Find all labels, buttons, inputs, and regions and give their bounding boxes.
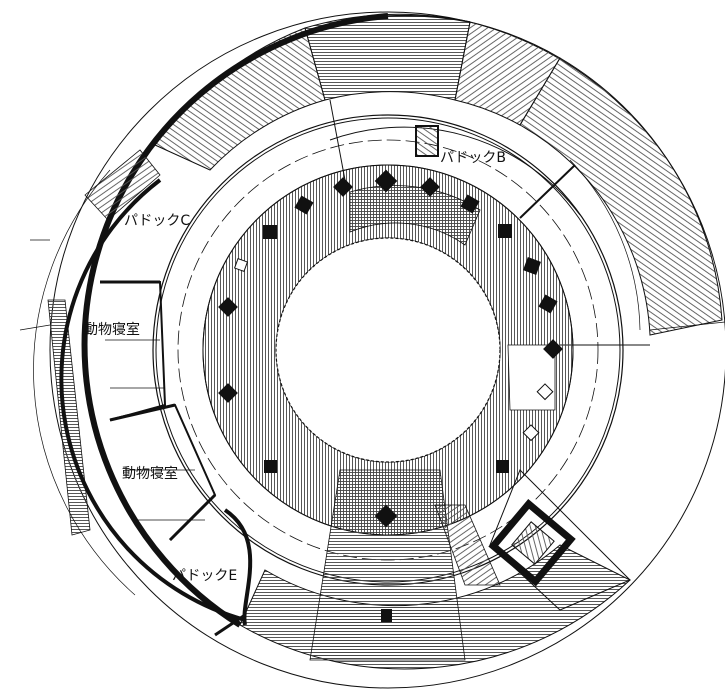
column: [523, 257, 541, 275]
inner-floor-south: [309, 469, 466, 661]
outer-wall-north: [387, 14, 471, 23]
column: [498, 224, 512, 238]
label-animal-room-upper: 動物寝室: [84, 321, 140, 338]
fence-lines: [19, 159, 725, 596]
elevator-core: [434, 469, 631, 611]
column: [264, 460, 277, 473]
column: [218, 383, 238, 403]
open-columns: [233, 257, 554, 442]
column: [374, 504, 398, 528]
column: [381, 609, 392, 622]
west-rooms: [47, 149, 253, 626]
label-animal-room-lower: 動物寝室: [122, 465, 178, 482]
paddock-b-area: [329, 99, 581, 216]
label-paddock-b: パドックB: [440, 150, 506, 166]
column: [263, 225, 277, 239]
label-paddock-e: パドックE: [172, 568, 237, 584]
column: [496, 460, 509, 473]
label-paddock-c: パドックC: [124, 213, 190, 229]
column: [538, 294, 558, 314]
inner-floor-north: [349, 185, 481, 246]
column: [218, 297, 238, 317]
inner-cutout-east: [507, 344, 556, 411]
column: [333, 177, 353, 197]
outer-hatch-nw: [154, 27, 326, 171]
outer-wall-west: [81, 13, 389, 628]
column: [294, 195, 314, 215]
room-labels: パドックB パドックC 動物寝室 動物寝室 パドックE: [84, 150, 506, 584]
column: [543, 339, 563, 359]
column: [460, 194, 480, 214]
column: [420, 177, 440, 197]
